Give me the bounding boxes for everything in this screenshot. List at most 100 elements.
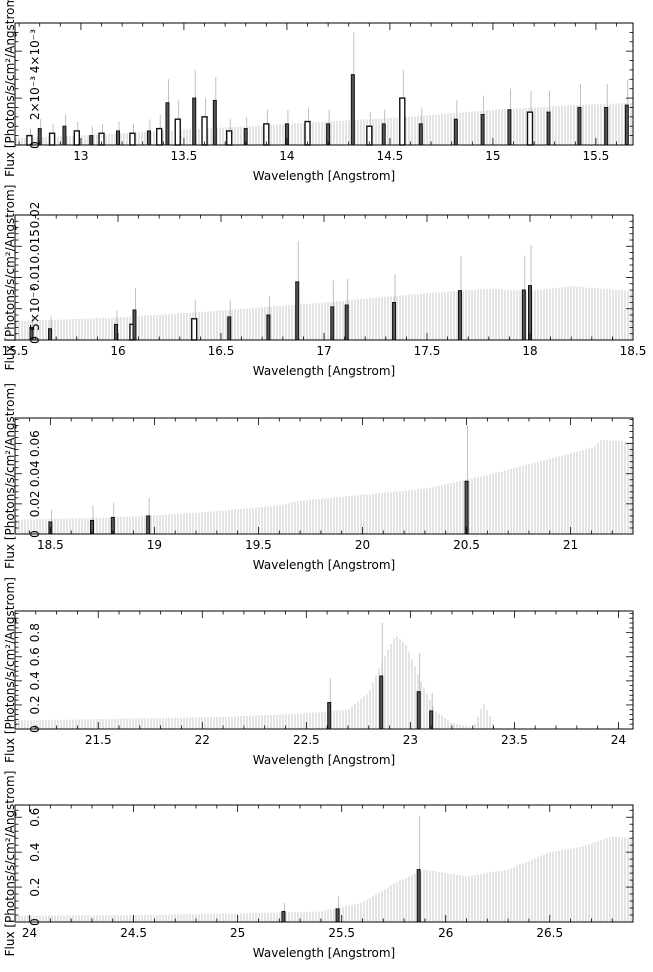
x-tick-label: 15 bbox=[485, 149, 500, 163]
data-bar bbox=[507, 109, 512, 146]
data-bar bbox=[146, 130, 151, 146]
model-spectrum bbox=[15, 102, 632, 145]
x-tick-label: 25 bbox=[230, 926, 245, 940]
x-tick-label: 23.5 bbox=[501, 733, 528, 747]
data-bar bbox=[392, 302, 397, 341]
y-tick-label: 0.4 bbox=[28, 843, 42, 862]
x-tick-label: 18.5 bbox=[37, 538, 64, 552]
data-bar bbox=[604, 106, 609, 146]
model-spectrum bbox=[15, 636, 494, 729]
x-axis-label: Wavelength [Angstrom] bbox=[253, 558, 395, 572]
y-tick-label: 0 bbox=[28, 725, 42, 733]
y-axis-label: Flux [Photons/s/cm²/Angstrom] bbox=[3, 185, 17, 371]
x-tick-label: 26.5 bbox=[536, 926, 563, 940]
y-tick-label: 0.8 bbox=[28, 623, 42, 642]
data-bar bbox=[212, 99, 217, 146]
x-tick-label: 21.5 bbox=[85, 733, 112, 747]
data-bar bbox=[132, 309, 137, 341]
data-bar bbox=[399, 97, 406, 146]
model-spectrum bbox=[15, 286, 632, 340]
x-tick-label: 19 bbox=[147, 538, 162, 552]
x-tick-label: 25.5 bbox=[328, 926, 355, 940]
data-bar bbox=[624, 104, 629, 146]
model-spectrum bbox=[15, 836, 632, 922]
plot-frame bbox=[14, 610, 634, 730]
y-tick-label: 0.6 bbox=[28, 808, 42, 827]
x-tick-label: 20 bbox=[355, 538, 370, 552]
data-bar bbox=[464, 480, 469, 535]
x-tick-label: 20.5 bbox=[453, 538, 480, 552]
x-tick-label: 14 bbox=[279, 149, 294, 163]
data-bar bbox=[381, 123, 386, 146]
chart-panel-5: 24 24.5 25 25.5 26 26.5 0 0.2 0.4 0.6 Wavelength [… bbox=[3, 771, 634, 960]
plot-frame bbox=[14, 804, 634, 923]
data-bar bbox=[113, 323, 118, 341]
x-axis-label: Wavelength [Angstrom] bbox=[253, 169, 395, 183]
data-points bbox=[48, 425, 469, 535]
y-tick-label: 0 bbox=[28, 141, 42, 149]
y-tick-label: 5×10⁻³ bbox=[28, 287, 42, 331]
x-tick-label: 24.5 bbox=[120, 926, 147, 940]
data-bar bbox=[350, 74, 355, 146]
x-tick-label: 17.5 bbox=[414, 344, 441, 358]
chart-panel-3: 18.5 19 19.5 20 20.5 21 0 0.02 0.04 0.06 Wavelengt… bbox=[3, 383, 634, 572]
data-bar bbox=[116, 130, 120, 146]
data-bar bbox=[281, 911, 286, 923]
data-bar bbox=[226, 130, 233, 146]
x-tick-label: 13 bbox=[73, 149, 88, 163]
data-bar bbox=[327, 702, 332, 730]
y-axis-label: Flux [Photons/s/cm²/Angstrom] bbox=[3, 577, 17, 763]
data-bar bbox=[73, 130, 81, 146]
y-tick-label: 4×10⁻³ bbox=[28, 29, 42, 73]
data-bar bbox=[174, 118, 181, 146]
chart-panel-4: 21.5 22 22.5 23 23.5 24 0 0.2 0.4 0.6 0.8 Wavelengt… bbox=[3, 577, 634, 767]
y-tick-label: 0.02 bbox=[28, 491, 42, 518]
plot-frame bbox=[14, 22, 634, 146]
data-bar bbox=[129, 132, 136, 146]
data-bar bbox=[379, 675, 384, 730]
model-spectrum bbox=[15, 440, 632, 534]
y-tick-label: 0.015 bbox=[28, 229, 42, 263]
y-tick-label: 0.02 bbox=[28, 202, 42, 229]
y-tick-label: 0 bbox=[28, 918, 42, 926]
y-axis-label: Flux [Photons/s/cm²/Angstrom] bbox=[3, 383, 17, 569]
x-tick-label: 13.5 bbox=[171, 149, 198, 163]
data-bar bbox=[344, 304, 349, 341]
y-tick-label: 0 bbox=[28, 530, 42, 538]
data-bar bbox=[418, 123, 423, 146]
x-tick-label: 18 bbox=[522, 344, 537, 358]
x-tick-label: 22.5 bbox=[293, 733, 320, 747]
data-bar bbox=[155, 127, 163, 146]
data-points bbox=[281, 815, 421, 923]
x-tick-label: 24 bbox=[22, 926, 37, 940]
x-tick-label: 18.5 bbox=[620, 344, 647, 358]
y-tick-label: 0.6 bbox=[28, 647, 42, 666]
y-tick-label: 0.4 bbox=[28, 671, 42, 690]
data-bar bbox=[146, 515, 151, 535]
data-bar bbox=[304, 120, 311, 146]
data-bar bbox=[546, 111, 551, 146]
data-bar bbox=[266, 314, 271, 341]
x-tick-label: 24 bbox=[611, 733, 626, 747]
data-bar bbox=[457, 290, 462, 341]
data-bar bbox=[89, 135, 94, 146]
x-tick-label: 15.5 bbox=[2, 344, 29, 358]
x-axis-label: Wavelength [Angstrom] bbox=[253, 364, 395, 378]
y-tick-label: 0.2 bbox=[28, 878, 42, 897]
data-bar bbox=[192, 97, 197, 146]
data-bar bbox=[577, 106, 582, 146]
data-bar bbox=[48, 132, 56, 146]
plot-frame bbox=[14, 417, 634, 535]
y-tick-label: 0.2 bbox=[28, 695, 42, 714]
chart-panel-2: 15.5 16 16.5 17 17.5 18 18.5 0 5×10⁻³0.010.0150.… bbox=[2, 185, 647, 378]
data-bar bbox=[416, 869, 421, 923]
chart-panel-1: 13 13.5 14 14.5 15 15.5 0 2×10⁻³ 4×10⁻³ Wavelengt… bbox=[3, 0, 634, 183]
data-bar bbox=[201, 116, 208, 146]
y-tick-label: 0.04 bbox=[28, 460, 42, 487]
x-axis-label: Wavelength [Angstrom] bbox=[253, 753, 395, 767]
data-bar bbox=[330, 306, 335, 341]
x-tick-label: 19.5 bbox=[245, 538, 272, 552]
data-bar bbox=[295, 281, 300, 341]
x-tick-label: 15.5 bbox=[583, 149, 610, 163]
